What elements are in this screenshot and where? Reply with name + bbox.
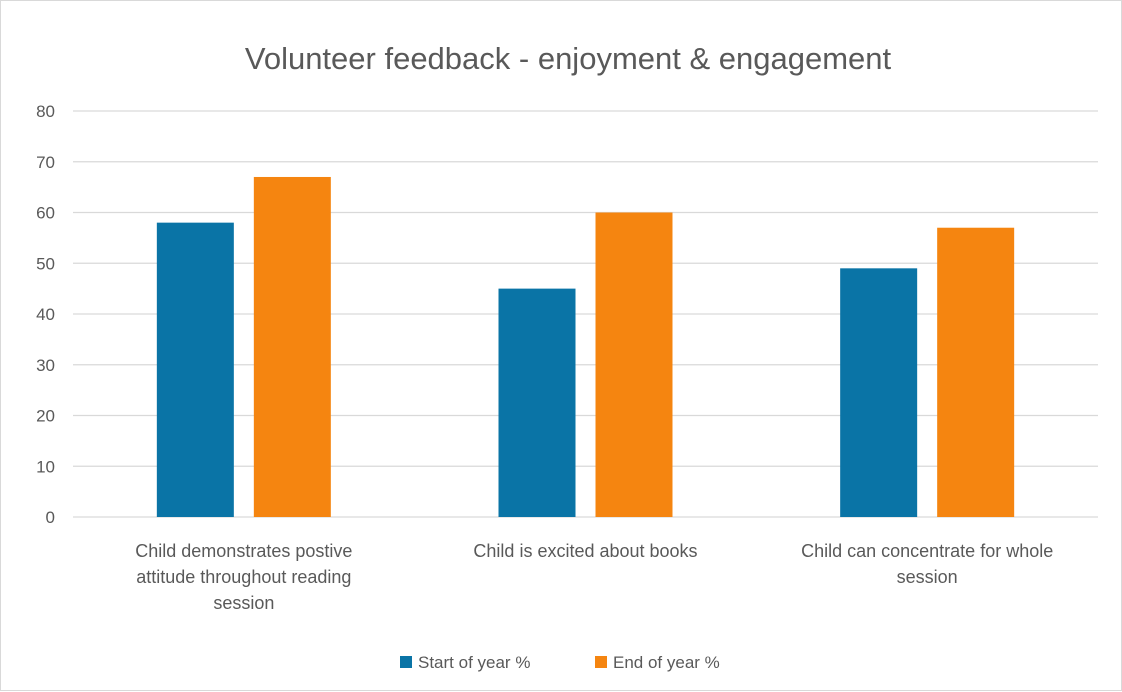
- y-tick-label: 60: [36, 204, 55, 223]
- y-tick-label: 70: [36, 153, 55, 172]
- legend-label: Start of year %: [418, 653, 530, 672]
- y-tick-label: 80: [36, 102, 55, 121]
- bar-start-of-year: [498, 288, 576, 517]
- x-category-label: Child demonstrates postive attitude throu…: [135, 541, 352, 613]
- x-category-label: Child can concentrate for whole session: [801, 541, 1053, 587]
- bar-end-of-year: [937, 227, 1015, 517]
- bars: [156, 176, 1015, 517]
- legend-swatch: [595, 656, 607, 668]
- y-tick-label: 40: [36, 305, 55, 324]
- y-tick-label: 30: [36, 356, 55, 375]
- gridlines: [73, 110, 1098, 518]
- bar-start-of-year: [840, 268, 918, 517]
- y-tick-label: 10: [36, 457, 55, 476]
- bar-start-of-year: [156, 222, 234, 517]
- bar-end-of-year: [253, 176, 331, 517]
- y-tick-label: 0: [46, 508, 55, 527]
- bar-end-of-year: [595, 212, 673, 517]
- x-category-label: Child is excited about books: [473, 541, 697, 561]
- x-axis-categories: Child demonstrates postive attitude throu…: [135, 541, 1053, 613]
- y-tick-label: 50: [36, 254, 55, 273]
- y-tick-label: 20: [36, 407, 55, 426]
- legend-label: End of year %: [613, 653, 720, 672]
- chart-title: Volunteer feedback - enjoyment & engagem…: [245, 41, 892, 76]
- legend: Start of year % End of year %: [400, 653, 720, 672]
- y-axis-ticks: 0 10 20 30 40 50 60 70 80: [36, 102, 55, 527]
- legend-swatch: [400, 656, 412, 668]
